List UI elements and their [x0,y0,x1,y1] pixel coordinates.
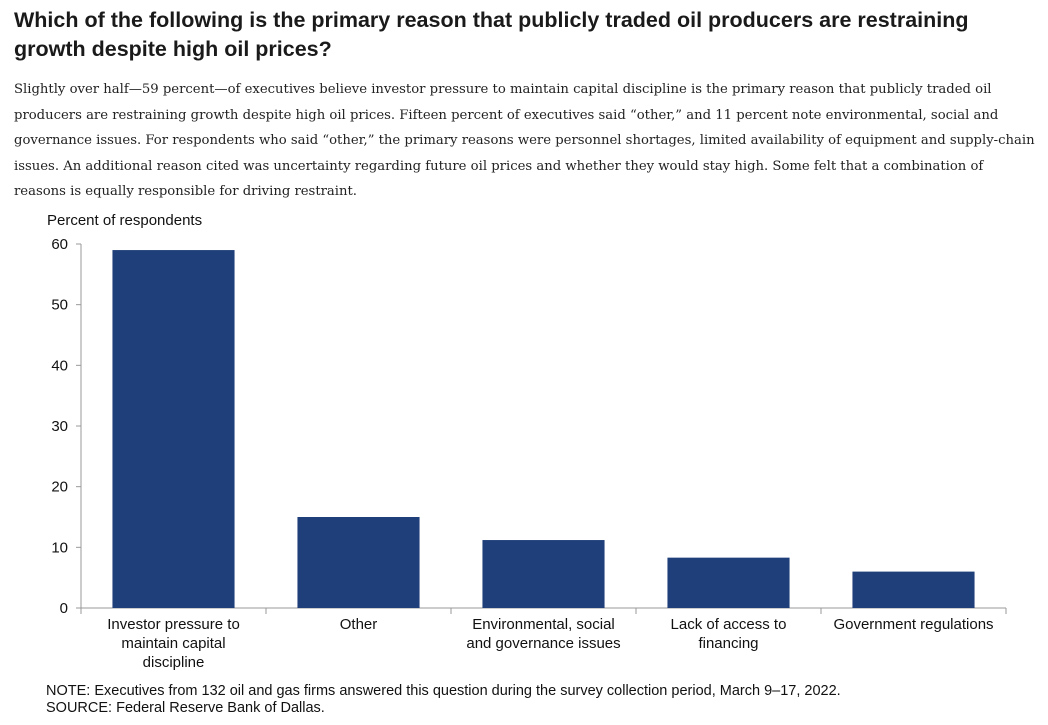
y-axis-label: Percent of respondents [47,212,202,229]
description: Slightly over half—59 percent—of executi… [14,82,1035,199]
x-tick-label: Investor pressure to [107,616,240,633]
y-tick-label: 10 [51,539,68,556]
x-tick-label: financing [698,635,758,652]
x-tick-label: maintain capital [121,635,225,652]
x-tick-label: and governance issues [466,635,620,652]
bar [482,540,605,608]
x-tick-label: Environmental, social [472,616,615,633]
x-tick-label: Other [340,616,378,633]
chart-notes: NOTE: Executives from 132 oil and gas fi… [46,683,841,717]
bar [112,250,235,609]
x-tick-label: Lack of access to [671,616,787,633]
y-tick-label: 0 [60,600,68,617]
bar [297,517,420,608]
bar-chart: Percent of respondents 0 10 20 30 40 50 60 Inve… [47,212,1007,671]
y-tick-label: 30 [51,418,68,435]
x-tick-label: Government regulations [833,616,993,633]
bar [667,557,790,608]
note-text: NOTE: Executives from 132 oil and gas fi… [46,683,841,699]
x-tick-label: discipline [143,654,205,671]
y-tick-label: 20 [51,479,68,496]
y-tick-label: 50 [51,297,68,314]
bar [852,571,975,608]
y-tick-label: 60 [51,236,68,253]
page-title: Which of the following is the primary re… [14,8,969,61]
source-text: SOURCE: Federal Reserve Bank of Dallas. [46,700,325,716]
y-tick-label: 40 [51,357,68,374]
